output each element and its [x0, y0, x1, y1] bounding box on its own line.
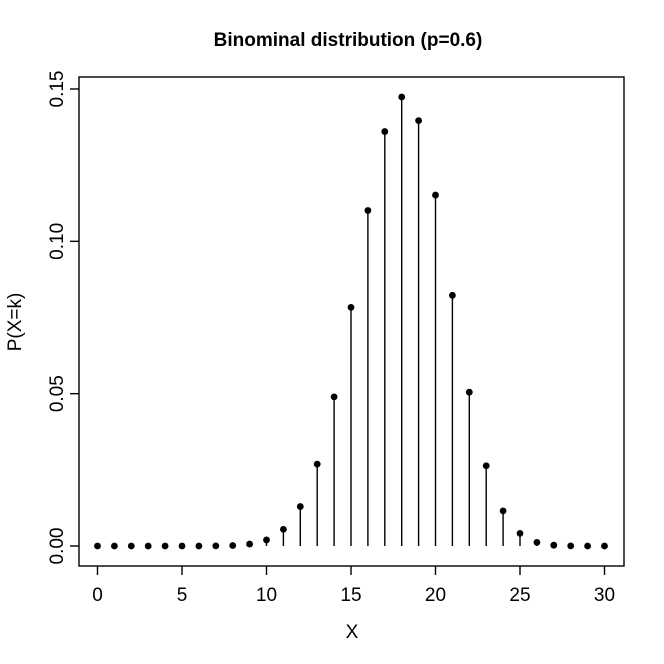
data-point: [432, 191, 439, 199]
data-point: [381, 128, 389, 135]
chart-title: Binominal distribution (p=0.6): [214, 30, 483, 51]
x-tick-label: 30: [594, 585, 615, 606]
data-point: [584, 542, 591, 550]
y-tick-label: 0.10: [47, 223, 68, 260]
y-tick-label: 0.15: [47, 71, 68, 108]
x-axis-label: X: [346, 622, 359, 643]
data-point: [449, 291, 456, 299]
data-point: [550, 541, 558, 549]
x-axis: 0 5 10 15 20 25 30: [92, 566, 615, 606]
y-tick-label: 0.05: [47, 375, 68, 412]
data-point: [347, 304, 355, 311]
x-tick-label: 25: [509, 585, 530, 606]
data-point: [246, 540, 254, 548]
x-tick-label: 15: [340, 585, 361, 606]
data-points: [94, 93, 608, 550]
data-point: [499, 507, 507, 515]
data-point: [415, 117, 422, 125]
stem-lines: [147, 96, 606, 546]
y-axis-label: P(X=k): [5, 293, 26, 352]
data-point: [567, 542, 575, 550]
data-point: [212, 542, 220, 550]
data-point: [516, 529, 524, 537]
data-point: [111, 542, 118, 550]
data-point: [313, 460, 321, 468]
data-point: [127, 542, 135, 550]
x-tick-label: 10: [256, 585, 277, 606]
data-point: [296, 503, 304, 510]
data-point: [533, 538, 541, 546]
data-point: [195, 542, 203, 550]
x-tick-label: 5: [177, 585, 188, 606]
data-point: [161, 542, 169, 550]
data-point: [465, 388, 473, 396]
data-point: [398, 93, 406, 101]
data-point: [364, 207, 372, 214]
x-tick-label: 0: [92, 585, 103, 606]
x-tick-label: 20: [425, 585, 446, 606]
data-point: [263, 536, 270, 544]
y-axis: 0.00 0.05 0.10 0.15: [47, 71, 79, 565]
data-point: [144, 542, 152, 550]
data-point: [94, 542, 101, 550]
y-tick-label: 0.00: [47, 528, 68, 565]
data-point: [178, 542, 186, 550]
data-point: [280, 526, 287, 533]
data-point: [482, 462, 490, 470]
data-point: [229, 542, 237, 549]
data-point: [601, 542, 608, 550]
data-point: [330, 393, 338, 401]
